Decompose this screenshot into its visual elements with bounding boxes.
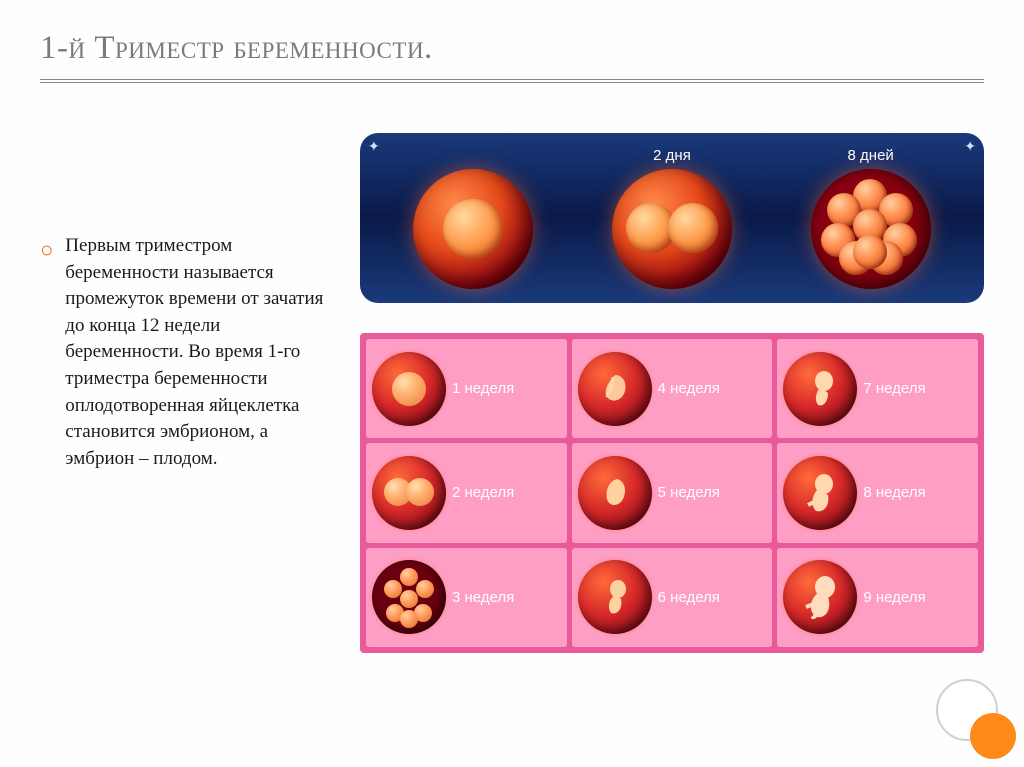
slide: 1-й Триместр беременности. ○ Первым трим… [0,0,1024,767]
week9-icon [783,560,857,634]
week-cell: 2 неделя [366,443,567,542]
week2-icon [372,456,446,530]
week1-icon [372,352,446,426]
week-label: 7 неделя [863,380,972,397]
morula-icon [811,169,931,289]
week-label: 6 неделя [658,589,767,606]
content-row: ○ Первым триместром беременности называе… [40,133,984,653]
week-cell: 4 неделя [572,339,773,438]
week5-icon [578,456,652,530]
week-cell: 5 неделя [572,443,773,542]
week-cell: 7 неделя [777,339,978,438]
week-cell: 9 неделя [777,548,978,647]
week8-icon [783,456,857,530]
week3-icon [372,560,446,634]
week-cell: 3 неделя [366,548,567,647]
zygote-icon [413,169,533,289]
week-label: 2 неделя [452,484,561,501]
week-label: 1 неделя [452,380,561,397]
early-label: 2 дня [653,147,691,165]
title-section: 1-й Триместр беременности. [40,30,984,83]
week-label: 4 неделя [658,380,767,397]
week7-icon [783,352,857,426]
week-label: 9 неделя [863,589,972,606]
week-cell: 8 неделя [777,443,978,542]
body-text: Первым триместром беременности называетс… [65,233,330,472]
early-cell [374,147,573,289]
week-label: 8 неделя [863,484,972,501]
early-cell: 2 дня [573,147,772,289]
week-label: 5 неделя [658,484,767,501]
bullet-item: ○ Первым триместром беременности называе… [40,233,330,472]
text-column: ○ Первым триместром беременности называе… [40,133,330,653]
early-days-panel: 2 дня 8 дней [360,133,984,303]
two-cell-icon [612,169,732,289]
week4-icon [578,352,652,426]
image-column: 2 дня 8 дней [360,133,984,653]
week-cell: 1 неделя [366,339,567,438]
early-cell: 8 дней [771,147,970,289]
early-label: 8 дней [848,147,894,165]
dot-icon [970,713,1016,759]
weeks-grid: 1 неделя 4 неделя 7 неделя [360,333,984,653]
week6-icon [578,560,652,634]
week-cell: 6 неделя [572,548,773,647]
bullet-icon: ○ [40,239,53,472]
title-underline [40,79,984,83]
week-label: 3 неделя [452,589,561,606]
corner-decoration [864,657,1024,767]
slide-title: 1-й Триместр беременности. [40,30,984,67]
